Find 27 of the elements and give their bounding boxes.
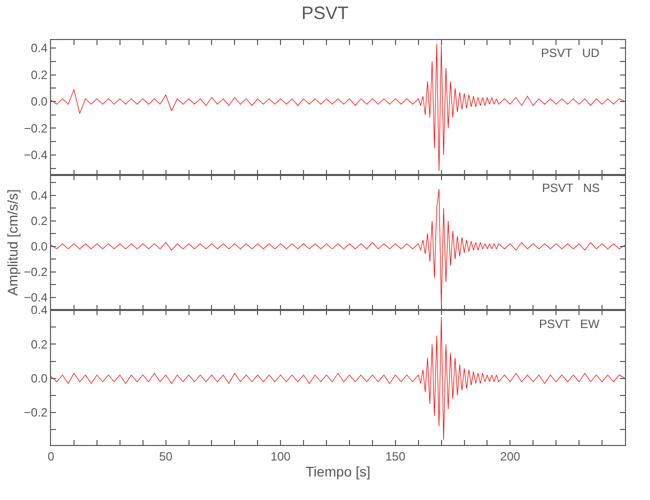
y-tick-label: −0.2	[24, 406, 48, 420]
y-tick-label: 0.4	[30, 41, 48, 56]
x-tick-label: 0	[48, 449, 55, 464]
y-tick-label: 0.0	[30, 94, 48, 109]
y-tick-label: −0.2	[24, 264, 48, 279]
y-tick-label: −0.4	[24, 148, 48, 162]
annotation: PSVT NS	[542, 181, 600, 195]
y-tick-label: 0.4	[30, 303, 48, 318]
line-series	[51, 316, 625, 440]
y-tick-label: 0.4	[30, 188, 48, 203]
y-axis-title: Amplitud [cm/s/s]	[4, 189, 20, 296]
y-tick-label: 0.0	[30, 372, 48, 386]
x-tick-label: 200	[500, 449, 521, 464]
y-tick-label: 0.2	[30, 214, 48, 228]
x-tick-label: 100	[270, 449, 291, 464]
y-tick-label: 0.0	[30, 240, 48, 254]
y-tick-label: −0.2	[24, 121, 48, 136]
y-tick-label: −0.4	[24, 290, 48, 304]
annotation: PSVT EW	[539, 317, 600, 331]
chart-title: PSVT	[301, 2, 349, 23]
annotation: PSVT UD	[541, 46, 600, 60]
x-axis-title: Tiempo [s]	[306, 464, 370, 480]
x-tick-label: 150	[385, 449, 406, 464]
y-tick-label: 0.2	[30, 337, 48, 352]
y-tick-label: 0.2	[30, 68, 48, 82]
x-tick-label: 50	[159, 449, 173, 464]
line-series	[51, 44, 625, 172]
